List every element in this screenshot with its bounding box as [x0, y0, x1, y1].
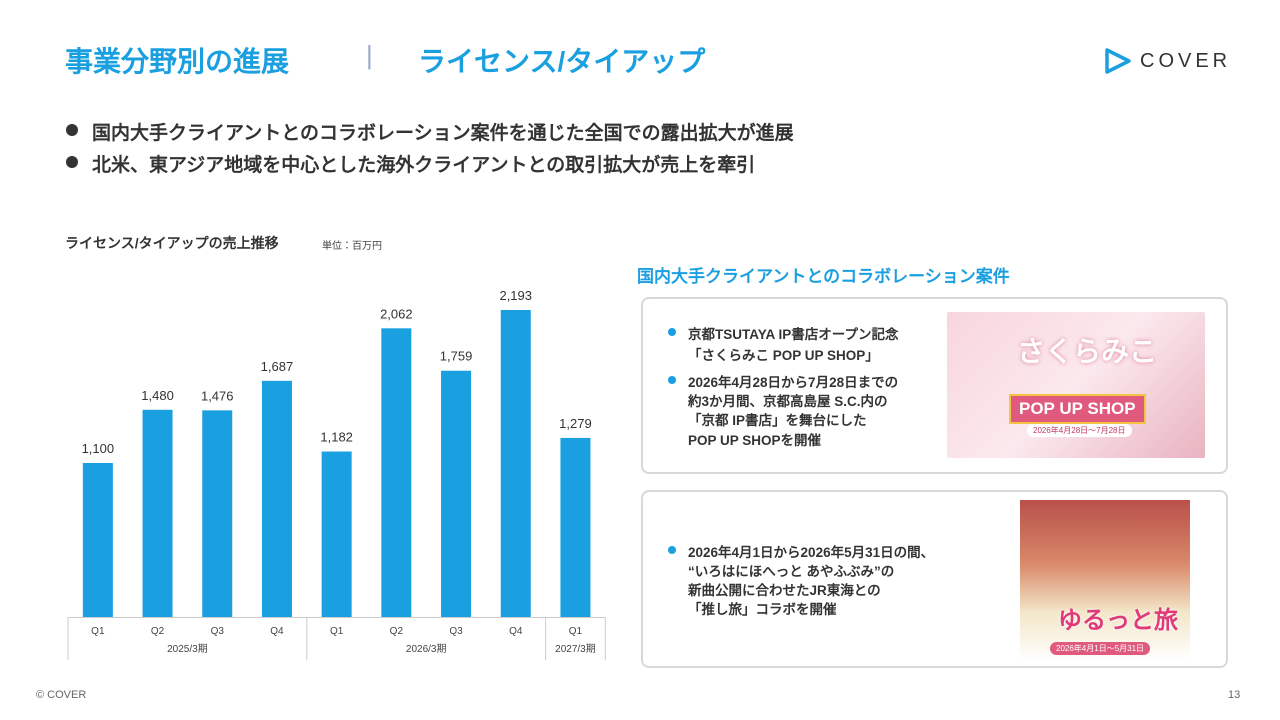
logo-icon [1105, 48, 1131, 74]
bar [321, 451, 352, 617]
copyright: © COVER [36, 689, 87, 701]
title-separator: | [366, 40, 373, 70]
x-tick-label: Q2 [390, 626, 404, 637]
collab-title: 国内大手クライアントとのコラボレーション案件 [637, 267, 1010, 286]
bar [202, 410, 233, 617]
bullet-dot [668, 546, 676, 554]
bullet-dot [668, 376, 676, 384]
data-label: 1,687 [261, 359, 294, 374]
bullet-dot [66, 124, 78, 136]
bullet: 国内大手クライアントとのコラボレーション案件を通じた全国での露出拡大が進展 [92, 123, 794, 144]
image-oshi-tabi: ゆるっと旅 2026年4月1日〜5月31日 [1020, 500, 1190, 660]
data-label: 1,100 [82, 441, 115, 456]
logo-text: COVER [1140, 50, 1232, 72]
image-text: ゆるっと旅 [1058, 607, 1178, 634]
subtitle: ライセンス/タイアップ [418, 46, 706, 77]
data-label: 1,480 [141, 388, 174, 403]
bar [261, 380, 292, 617]
bullet: 北米、東アジア地域を中心とした海外クライアントとの取引拡大が売上を牽引 [92, 155, 756, 176]
group-label: 2026/3期 [406, 643, 447, 655]
card-text: 約3か月間、京都高島屋 S.C.内の [688, 394, 888, 409]
card-text: 「さくらみこ POP UP SHOP」 [688, 348, 879, 363]
data-label: 1,279 [559, 416, 592, 431]
card-text: 新曲公開に合わせたJR東海との [688, 583, 881, 598]
chart: 1,100 Q1 1,480 Q2 1,476 Q3 1,687 Q4 2025/3期 1,182… [67, 288, 606, 660]
card-text: 2026年4月1日から2026年5月31日の間、 [688, 545, 935, 560]
x-tick-label: Q1 [91, 626, 105, 637]
data-label: 1,476 [201, 388, 234, 403]
bar [560, 437, 591, 617]
page-number: 13 [1228, 689, 1241, 701]
card-text: 「推し旅」コラボを開催 [688, 602, 837, 617]
x-tick-label: Q1 [330, 626, 344, 637]
card-text: 京都TSUTAYA IP書店オープン記念 [688, 327, 899, 342]
image-popup-shop: さくらみこ POP UP SHOP 2026年4月28日〜7月28日 [947, 312, 1205, 458]
bar [500, 309, 531, 617]
group-label: 2025/3期 [167, 643, 208, 655]
x-tick-label: Q4 [270, 626, 284, 637]
group-label: 2027/3期 [555, 643, 596, 655]
image-text: POP UP SHOP [1009, 394, 1146, 424]
x-tick-label: Q3 [449, 626, 463, 637]
bullet-dot [668, 328, 676, 336]
bar [441, 370, 472, 617]
card-text: 「京都 IP書店」を舞台にした [688, 413, 867, 428]
x-tick-label: Q4 [509, 626, 523, 637]
image-text: 2026年4月28日〜7月28日 [1027, 424, 1132, 437]
bar [142, 409, 173, 617]
bar [381, 328, 412, 617]
bullet-dot [66, 156, 78, 168]
data-label: 2,193 [499, 288, 532, 303]
x-tick-label: Q3 [211, 626, 225, 637]
data-label: 1,759 [440, 349, 473, 364]
data-label: 1,182 [320, 430, 353, 445]
image-text: さくらみこ [1017, 336, 1158, 367]
card-text: 2026年4月28日から7月28日までの [688, 375, 899, 390]
card-text: POP UP SHOPを開催 [688, 433, 822, 448]
data-label: 2,062 [380, 306, 413, 321]
title: 事業分野別の進展 [65, 46, 290, 77]
chart-unit: 単位：百万円 [322, 241, 382, 252]
card-text: “いろはにほへっと あやふぶみ”の [688, 564, 895, 579]
chart-title: ライセンス/タイアップの売上推移 [65, 235, 279, 251]
bar [82, 463, 113, 617]
x-tick-label: Q2 [151, 626, 165, 637]
image-text: 2026年4月1日〜5月31日 [1050, 642, 1151, 655]
x-tick-label: Q1 [569, 626, 583, 637]
